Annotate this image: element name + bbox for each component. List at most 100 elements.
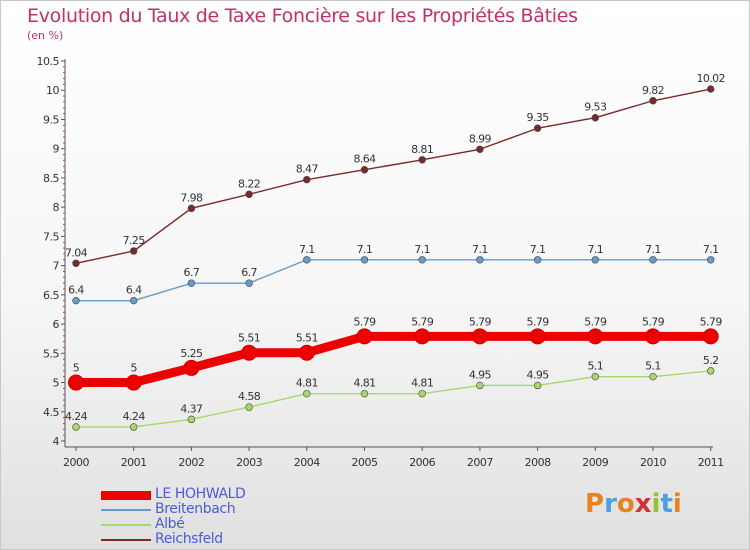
proxiti-logo: Proxiti xyxy=(585,489,682,519)
legend-item: Breitenbach xyxy=(101,501,361,518)
data-point xyxy=(649,372,657,381)
data-point xyxy=(130,247,138,255)
series-line xyxy=(76,259,711,302)
data-label: 9.53 xyxy=(584,101,607,114)
data-label: 9.35 xyxy=(527,111,550,124)
y-tick-label: 4 xyxy=(53,435,60,448)
data-label: 8.99 xyxy=(469,132,492,145)
data-point xyxy=(414,328,431,345)
y-tick-label: 4.5 xyxy=(43,406,59,419)
legend-swatch xyxy=(101,490,151,500)
data-label: 8.47 xyxy=(296,163,319,176)
data-point xyxy=(303,175,311,184)
series-reichsfeld: 7.04 7.25 7.98 8.22 8.47 8.64 8.81 8.99 9.35 9.53… xyxy=(65,72,726,267)
data-label: 4.24 xyxy=(65,410,88,423)
logo-letter: x xyxy=(634,489,652,519)
data-label: 5.1 xyxy=(587,360,603,373)
data-point xyxy=(187,204,196,213)
data-point xyxy=(298,344,315,361)
legend-label: LE HOHWALD xyxy=(155,486,246,502)
series-layer: 7.04 7.25 7.98 8.22 8.47 8.64 8.81 8.99 9.35 9.53… xyxy=(65,72,726,431)
data-point xyxy=(245,403,253,411)
y-tick-label: 8 xyxy=(53,201,60,214)
data-label: 10.02 xyxy=(696,72,725,85)
data-point xyxy=(360,389,369,398)
logo-letter: t xyxy=(660,489,673,519)
data-point xyxy=(183,359,200,376)
data-point xyxy=(68,374,84,391)
data-point xyxy=(360,256,369,264)
data-point xyxy=(418,389,426,398)
series-line xyxy=(75,88,711,264)
data-label: 7.1 xyxy=(299,243,315,256)
data-label: 7.1 xyxy=(645,243,661,256)
data-point xyxy=(125,374,142,391)
series-alb-: 4.24 4.24 4.37 4.58 4.81 4.81 4.81 4.95 4.95 5.1 5… xyxy=(65,354,719,431)
y-tick-label: 8.5 xyxy=(43,172,59,185)
x-tick-label: 2004 xyxy=(294,456,320,469)
data-label: 5.2 xyxy=(703,354,719,367)
legend-item: LE HOHWALD xyxy=(101,486,361,503)
y-tick-label: 10.5 xyxy=(37,55,60,68)
logo-letter: i xyxy=(651,489,661,519)
x-tick-label: 2002 xyxy=(178,456,204,469)
data-label: 4.58 xyxy=(238,390,261,403)
data-point xyxy=(241,344,258,361)
data-point xyxy=(533,256,542,264)
series-le-hohwald: 5 5 5.25 5.51 5.51 5.79 5.79 5.79 5.79 5.79 5.79 5.… xyxy=(68,315,723,391)
data-label: 5.79 xyxy=(527,315,550,328)
data-label: 5.79 xyxy=(353,315,376,328)
data-point xyxy=(706,85,715,93)
data-label: 7.25 xyxy=(123,234,146,247)
data-label: 5.79 xyxy=(700,315,723,328)
data-label: 7.04 xyxy=(65,246,88,259)
data-label: 6.4 xyxy=(68,284,84,297)
data-point xyxy=(649,256,657,264)
data-label: 5.79 xyxy=(584,315,607,328)
data-label: 4.95 xyxy=(527,368,550,381)
legend-item: Albé xyxy=(101,516,361,533)
x-tick-label: 2007 xyxy=(467,456,493,469)
chart-unit-label: (en %) xyxy=(27,29,64,42)
data-label: 9.82 xyxy=(642,84,664,97)
data-label: 7.1 xyxy=(414,243,430,256)
data-point xyxy=(187,415,196,424)
legend-swatch xyxy=(101,524,151,526)
data-point xyxy=(706,256,715,264)
data-label: 5.25 xyxy=(180,347,203,360)
data-point xyxy=(591,256,599,264)
data-label: 6.4 xyxy=(126,284,142,297)
x-tick-label: 2010 xyxy=(640,456,666,469)
data-label: 8.64 xyxy=(353,153,376,166)
data-label: 4.81 xyxy=(296,377,318,390)
chart-title: Evolution du Taux de Taxe Foncière sur l… xyxy=(27,5,578,27)
legend-label: Breitenbach xyxy=(155,501,236,517)
y-tick-label: 7 xyxy=(53,260,60,273)
logo-letter: i xyxy=(672,489,682,519)
data-point xyxy=(591,372,599,381)
data-label: 8.22 xyxy=(238,177,260,190)
x-tick-label: 2011 xyxy=(698,456,724,469)
x-tick-label: 2001 xyxy=(121,456,147,469)
series-line xyxy=(76,370,711,428)
data-label: 6.7 xyxy=(184,266,200,279)
series-line xyxy=(76,331,711,388)
data-label: 5.1 xyxy=(645,360,661,373)
data-point xyxy=(303,389,311,398)
data-point xyxy=(649,97,657,105)
data-point xyxy=(130,296,138,305)
x-tick-label: 2000 xyxy=(63,456,89,469)
x-tick-label: 2003 xyxy=(236,456,262,469)
legend-swatch xyxy=(101,539,151,541)
data-point xyxy=(591,114,599,122)
data-point xyxy=(476,145,484,153)
data-label: 7.1 xyxy=(703,243,719,256)
data-point xyxy=(303,256,311,264)
x-tick-label: 2005 xyxy=(352,456,378,469)
data-label: 5.51 xyxy=(296,332,318,345)
data-label: 8.81 xyxy=(411,143,433,156)
data-label: 7.1 xyxy=(587,243,603,256)
data-label: 7.1 xyxy=(530,243,546,256)
